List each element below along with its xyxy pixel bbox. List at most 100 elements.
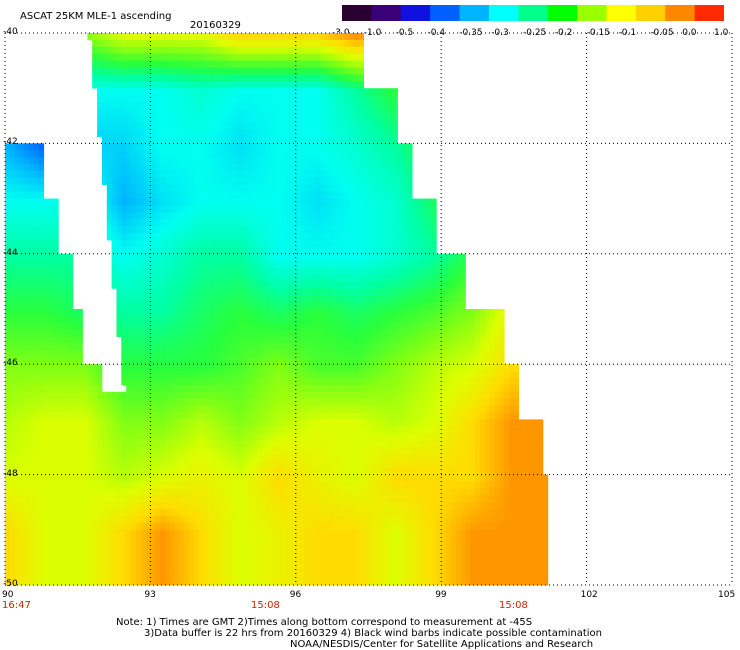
heatmap-cell <box>320 260 326 268</box>
heatmap-cell <box>494 329 500 337</box>
heatmap-cell <box>252 412 258 420</box>
heatmap-cell <box>373 336 379 344</box>
heatmap-cell <box>24 267 30 275</box>
heatmap-cell <box>194 129 200 137</box>
heatmap-cell <box>349 53 355 61</box>
heatmap-cell <box>68 357 74 365</box>
heatmap-cell <box>441 302 447 310</box>
heatmap-cell <box>315 357 321 365</box>
heatmap-cell <box>266 219 272 227</box>
heatmap-cell <box>358 171 364 179</box>
heatmap-cell <box>247 398 253 406</box>
heatmap-cell <box>145 129 151 137</box>
heatmap-cell <box>223 177 229 186</box>
heatmap-cell <box>126 433 132 441</box>
heatmap-cell <box>9 274 15 282</box>
heatmap-cell <box>373 246 379 255</box>
heatmap-cell <box>77 329 83 337</box>
heatmap-cell <box>213 108 219 117</box>
heatmap-cell <box>189 405 195 413</box>
heatmap-cell <box>291 171 297 179</box>
heatmap-cell <box>261 274 268 282</box>
heatmap-cell <box>29 440 35 448</box>
heatmap-cell <box>387 129 394 137</box>
heatmap-cell <box>494 336 500 344</box>
heatmap-cell <box>436 281 442 289</box>
heatmap-cell <box>194 102 200 110</box>
heatmap-cell <box>53 219 59 227</box>
heatmap-cell <box>378 288 384 296</box>
heatmap-cell <box>164 371 171 379</box>
heatmap-cell <box>145 60 151 68</box>
heatmap-cell <box>257 164 263 172</box>
heatmap-cell <box>232 177 238 186</box>
heatmap-cell <box>300 253 306 262</box>
heatmap-cell <box>116 157 122 165</box>
heatmap-cell <box>232 74 238 82</box>
heatmap-cell <box>378 164 384 172</box>
heatmap-cell <box>387 143 394 151</box>
heatmap-cell <box>131 46 137 55</box>
heatmap-cell <box>504 412 510 420</box>
heatmap-cell <box>160 253 166 262</box>
heatmap-cell <box>291 81 297 89</box>
heatmap-cell <box>34 212 40 220</box>
heatmap-cell <box>412 412 418 420</box>
heatmap-cell <box>111 419 117 427</box>
heatmap-cell <box>184 309 190 317</box>
heatmap-cell <box>300 440 306 448</box>
heatmap-cell <box>131 102 137 110</box>
heatmap-cell <box>392 219 398 227</box>
heatmap-cell <box>412 267 418 275</box>
heatmap-cell <box>155 164 161 172</box>
heatmap-cell <box>101 447 108 455</box>
heatmap-cell <box>19 191 25 199</box>
heatmap-cell <box>101 440 108 448</box>
heatmap-cell <box>257 253 263 262</box>
heatmap-cell <box>5 295 11 303</box>
heatmap-cell <box>281 391 287 400</box>
heatmap-cell <box>320 95 326 103</box>
heatmap-cell <box>194 67 200 75</box>
heatmap-cell <box>34 433 40 441</box>
heatmap-cell <box>320 350 326 358</box>
heatmap-cell <box>208 240 214 248</box>
heatmap-cell <box>43 391 49 400</box>
heatmap-cell <box>19 240 25 248</box>
heatmap-cell <box>441 426 447 434</box>
heatmap-cell <box>504 378 510 386</box>
heatmap-cell <box>242 447 248 455</box>
heatmap-cell <box>383 88 389 96</box>
heatmap-cell <box>266 95 272 103</box>
heatmap-cell <box>106 157 112 165</box>
heatmap-cell <box>344 219 350 227</box>
heatmap-cell <box>392 184 398 193</box>
heatmap-cell <box>266 122 272 130</box>
heatmap-cell <box>402 164 408 172</box>
heatmap-cell <box>48 253 54 262</box>
heatmap-cell <box>373 440 379 448</box>
heatmap-cell <box>431 295 437 303</box>
heatmap-cell <box>281 240 287 248</box>
heatmap-cell <box>29 233 35 241</box>
heatmap-cell <box>387 447 394 455</box>
heatmap-cell <box>421 329 427 337</box>
heatmap-cell <box>324 336 331 344</box>
heatmap-cell <box>344 74 350 82</box>
heatmap-cell <box>271 108 277 117</box>
heatmap-cell <box>198 309 205 317</box>
heatmap-cell <box>213 164 219 172</box>
heatmap-cell <box>378 412 384 420</box>
heatmap-cell <box>9 164 15 172</box>
heatmap-cell <box>140 81 146 89</box>
heatmap-cell <box>106 233 112 241</box>
heatmap-cell <box>203 39 209 48</box>
heatmap-cell <box>126 371 132 379</box>
heatmap-cell <box>237 398 243 406</box>
heatmap-cell <box>24 447 30 455</box>
heatmap-cell <box>223 33 229 41</box>
heatmap-cell <box>421 350 427 358</box>
heatmap-cell <box>373 157 379 165</box>
heatmap-cell <box>252 39 258 48</box>
heatmap-cell <box>421 274 427 282</box>
